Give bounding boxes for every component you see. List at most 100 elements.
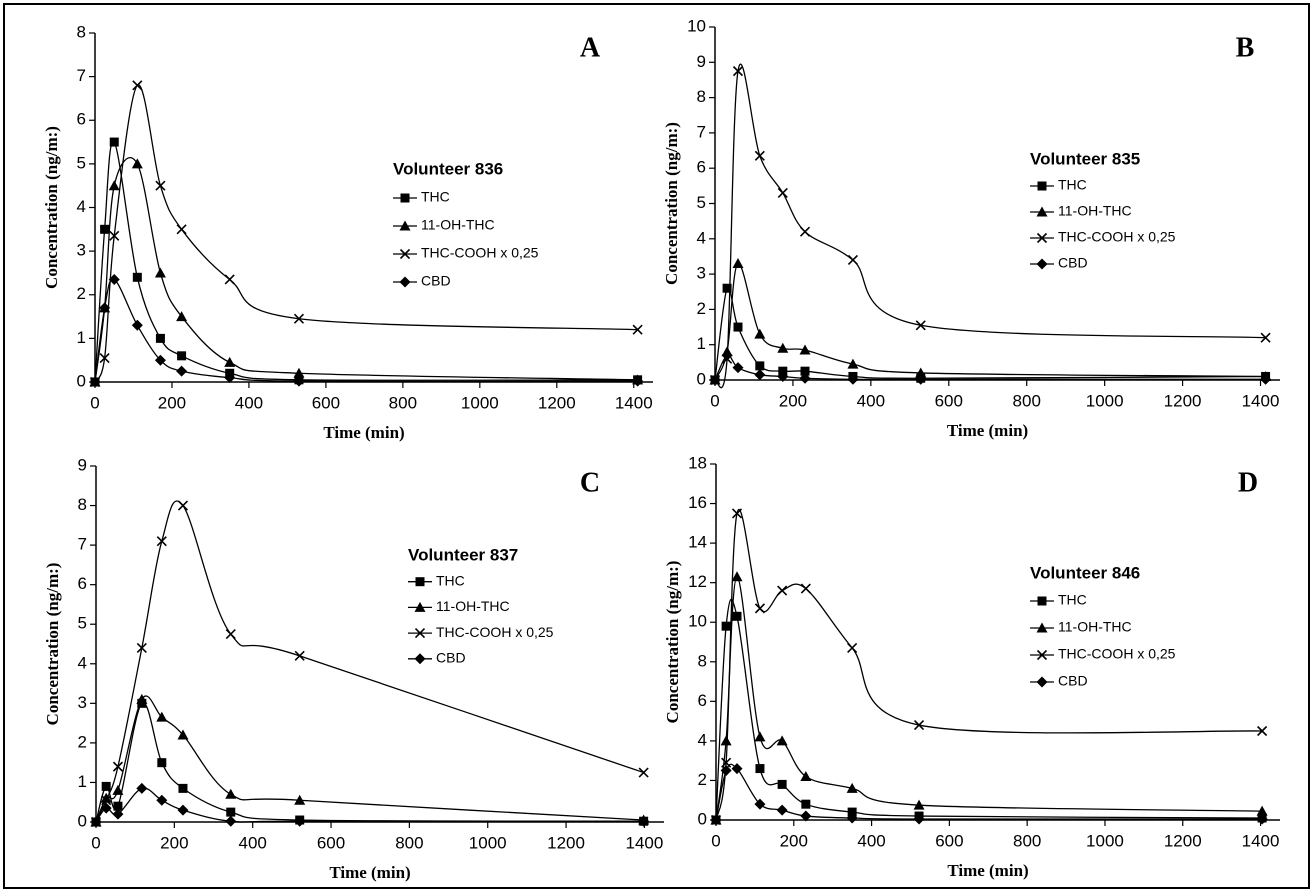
legend-marker [399,276,411,288]
x-tick-label: 1200 [1164,391,1202,410]
y-tick-label: 1 [77,328,86,347]
y-tick-label: 3 [77,241,86,260]
series-line [714,286,1266,381]
y-tick-label: 7 [78,535,87,554]
marker [224,274,235,285]
y-tick-label: 2 [697,299,706,318]
marker [777,779,787,789]
marker [176,311,188,322]
marker [799,372,811,384]
marker [154,354,166,366]
x-tick-label: 1400 [1242,831,1280,850]
marker [733,322,743,332]
marker [754,603,766,614]
marker [225,629,236,640]
x-tick-label: 1200 [538,393,576,412]
series-line [95,500,644,823]
x-tick-label: 200 [160,833,188,852]
legend-marker [1036,622,1048,633]
marker [100,802,112,814]
y-tick-label: 9 [78,455,87,474]
marker [846,812,858,824]
marker [154,267,166,278]
x-tick-label: 0 [90,393,99,412]
series-line [94,157,638,383]
marker [800,810,812,822]
marker [800,583,811,594]
marker [799,226,811,237]
x-tick-label: 1400 [625,833,663,852]
x-axis-label: Time (min) [323,423,404,442]
marker [777,342,789,353]
marker [225,815,237,827]
x-tick-label: 0 [91,833,100,852]
marker [722,283,732,293]
legend-marker [1037,596,1047,606]
chart-panel: 0 1 2 3 4 5 6 7 8 0 200 400 600 800 1000 1200 1400 Time (… [42,22,653,442]
y-tick-label: 10 [687,16,706,35]
marker [732,611,742,621]
marker [847,254,859,266]
x-tick-label: 600 [317,833,345,852]
marker [732,66,744,77]
y-tick-label: 2 [78,732,87,751]
marker [177,500,189,511]
panel-label: A [580,32,601,63]
y-tick-label: 3 [697,264,706,283]
y-tick-label: 4 [78,653,87,672]
legend-label: THC [1058,177,1087,193]
y-tick-label: 0 [697,369,706,388]
series-line [714,63,1266,389]
marker [732,362,744,374]
marker [801,799,811,809]
marker [155,180,166,191]
y-tick-label: 12 [688,572,707,591]
marker [777,370,789,382]
panel-label: D [1238,467,1258,498]
chart-panel: 0 1 2 3 4 5 6 7 8 9 10 0 200 400 600 800 1000 1200 1400 Tim… [662,16,1280,440]
marker [177,351,187,361]
marker [100,224,110,234]
marker [754,328,766,339]
marker [847,373,859,385]
y-tick-label: 7 [697,122,706,141]
legend-label: THC [421,189,450,205]
series-line [94,278,638,383]
marker [1260,332,1271,343]
x-tick-label: 0 [711,831,720,850]
legend-label: THC-COOH x 0,25 [436,624,554,640]
y-axis-label: Concentration (ng/m:) [42,126,61,289]
marker [754,798,766,810]
x-tick-label: 600 [935,831,963,850]
legend-marker [1037,181,1047,191]
y-axis-label: Concentration (ng/m:) [43,563,62,726]
y-tick-label: 8 [698,651,707,670]
y-tick-label: 8 [697,87,706,106]
marker [754,150,765,161]
marker [777,187,788,198]
marker [131,319,143,331]
marker [731,571,743,582]
x-tick-label: 800 [1013,391,1041,410]
legend-marker [1036,676,1048,688]
figure-border [3,3,1310,889]
marker [99,352,110,364]
legend-marker [1036,206,1048,217]
marker [131,158,143,169]
x-axis-label: Time (min) [947,861,1028,880]
marker [1256,813,1268,825]
y-tick-label: 4 [697,228,706,247]
series-line [715,763,1263,821]
x-tick-label: 1400 [1242,391,1280,410]
x-tick-label: 200 [779,391,807,410]
legend-label: CBD [1058,255,1088,271]
y-tick-label: 8 [78,495,87,514]
y-tick-label: 6 [78,574,87,593]
chart-panel: 0 2 4 6 8 10 12 14 16 18 0 200 400 600 800 1000 1200 1400… [663,453,1280,880]
marker [720,735,732,746]
series-line [715,509,1263,821]
y-tick-label: 2 [698,770,707,789]
marker [99,302,111,314]
marker [177,729,189,740]
legend-label: THC-COOH x 0,25 [1058,229,1176,245]
